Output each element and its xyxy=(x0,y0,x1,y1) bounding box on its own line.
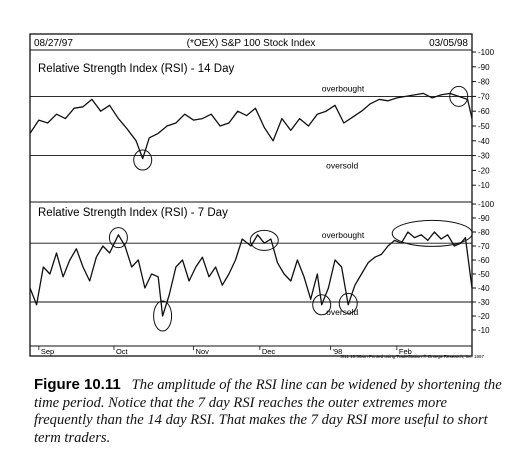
rsi-7-highlight-circle xyxy=(312,294,332,316)
rsi-14-y-tick-label: -80 xyxy=(478,78,490,87)
rsi-7-highlight-circle xyxy=(338,292,358,314)
x-tick-label: Feb xyxy=(399,347,412,356)
panel-title-rsi-7: Relative Strength Index (RSI) - 7 Day xyxy=(38,207,228,219)
rsi-7-overbought-label: overbought xyxy=(322,230,365,240)
rsi-7-y-tick-label: -20 xyxy=(478,312,490,321)
footnote: 3/11 10:50am Printed using TradeStation … xyxy=(340,353,484,359)
chart-header-title: (*OEX) S&P 100 Stock Index xyxy=(187,38,316,49)
start-date: 08/27/97 xyxy=(34,38,73,49)
rsi-7-y-tick-label: -40 xyxy=(478,284,490,293)
figure: 08/27/97 (*OEX) S&P 100 Stock Index 03/0… xyxy=(29,33,495,359)
rsi-14-y-tick-label: -30 xyxy=(478,152,490,161)
rsi-14-y-tick-label: -50 xyxy=(478,122,490,131)
chart-frame xyxy=(29,33,473,357)
rsi-7-series-line xyxy=(29,231,473,317)
rsi-7-oversold-label: oversold xyxy=(326,307,358,317)
rsi-7-highlight-circle xyxy=(108,227,128,249)
caption-text: The amplitude of the RSI line can be wid… xyxy=(34,377,502,446)
rsi-7-highlight-circle xyxy=(153,300,173,332)
rsi-7-y-tick-label: -50 xyxy=(478,270,490,279)
end-date: 03/05/98 xyxy=(429,38,468,49)
rsi-7-y-tick-label: -100 xyxy=(478,200,495,209)
rsi-7-highlight-circle xyxy=(391,219,473,247)
rsi-14-highlight-circle xyxy=(133,149,153,171)
x-tick-label: Sep xyxy=(41,347,54,356)
rsi-14-y-tick-label: -20 xyxy=(478,166,490,175)
x-tick-label: Oct xyxy=(116,347,129,356)
rsi-14-series-line xyxy=(29,92,473,160)
figure-label: Figure 10.11 xyxy=(34,376,121,393)
rsi-7-y-tick-label: -70 xyxy=(478,242,490,251)
panel-title-rsi-14: Relative Strength Index (RSI) - 14 Day xyxy=(38,63,234,75)
rsi-7-highlight-circle xyxy=(249,229,279,251)
rsi-14-y-tick-label: -40 xyxy=(478,137,490,146)
rsi-chart: 08/27/97 (*OEX) S&P 100 Stock Index 03/0… xyxy=(29,33,495,359)
rsi-7-y-tick-label: -10 xyxy=(478,326,490,335)
rsi-7-y-tick-label: -90 xyxy=(478,214,490,223)
rsi-14-y-tick-label: -90 xyxy=(478,63,490,72)
rsi-14-highlight-circle xyxy=(449,85,469,107)
rsi-14-y-tick-label: -100 xyxy=(478,48,495,57)
x-tick-label: '98 xyxy=(333,347,343,356)
rsi-7-y-tick-label: -80 xyxy=(478,228,490,237)
rsi-14-y-tick-label: -10 xyxy=(478,181,490,190)
figure-caption: Figure 10.11 The amplitude of the RSI li… xyxy=(34,376,504,447)
rsi-14-y-tick-label: -70 xyxy=(478,92,490,101)
rsi-14-y-tick-label: -60 xyxy=(478,107,490,116)
rsi-14-overbought-label: overbought xyxy=(322,83,365,93)
x-tick-label: Nov xyxy=(196,347,210,356)
x-tick-label: Dec xyxy=(262,347,276,356)
rsi-7-y-tick-label: -30 xyxy=(478,298,490,307)
rsi-7-y-tick-label: -60 xyxy=(478,256,490,265)
rsi-14-oversold-label: oversold xyxy=(326,161,358,171)
